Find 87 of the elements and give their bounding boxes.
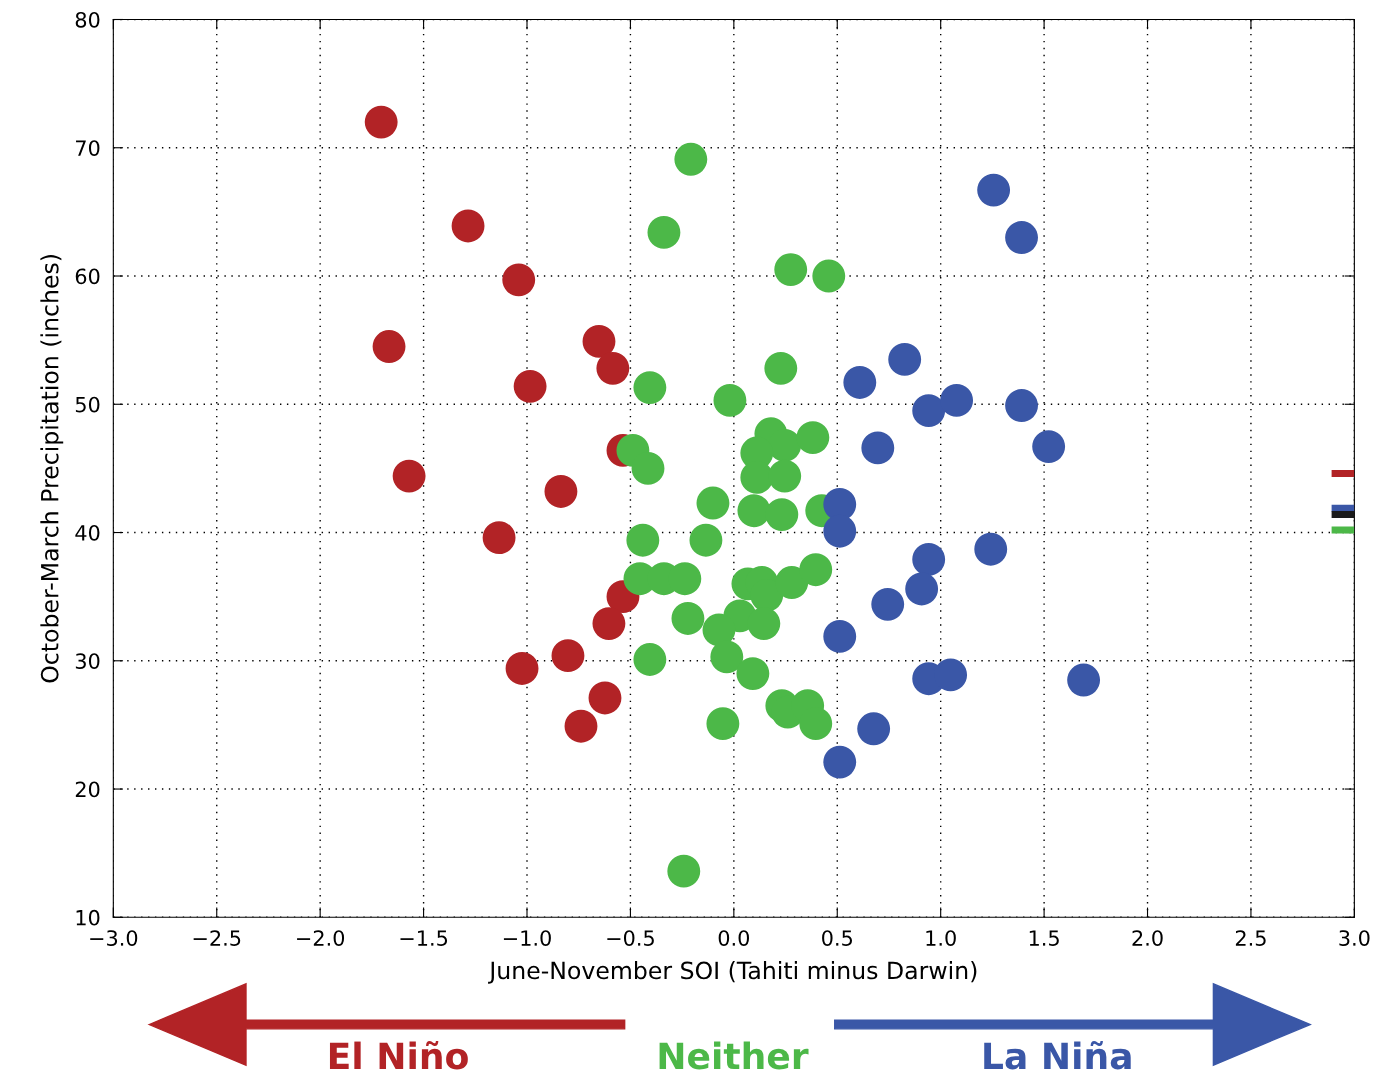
point — [1032, 430, 1066, 464]
point — [934, 658, 968, 692]
point — [696, 486, 730, 520]
point — [799, 707, 833, 741]
x-tick-label: 1.5 — [1029, 930, 1059, 946]
point — [364, 105, 398, 139]
point — [823, 745, 857, 779]
x-tick-label: −3.0 — [90, 930, 138, 946]
point — [689, 523, 723, 557]
point — [702, 613, 736, 647]
point — [823, 487, 857, 521]
point — [671, 602, 705, 635]
point — [888, 342, 922, 376]
text: La Niña — [984, 1040, 1131, 1070]
point — [823, 514, 857, 548]
point — [871, 587, 905, 621]
point — [775, 566, 809, 599]
x-tick-label: −2.5 — [193, 930, 241, 946]
point — [774, 253, 808, 287]
point — [912, 543, 946, 576]
point — [737, 494, 771, 528]
point — [710, 640, 744, 674]
y-tick-label: 60 — [75, 268, 100, 285]
y-tick-label: 50 — [75, 396, 100, 413]
point — [1067, 663, 1101, 697]
x-tick-label: −1.5 — [400, 930, 448, 946]
point — [905, 572, 939, 606]
point — [977, 173, 1011, 207]
point — [392, 459, 426, 493]
point — [940, 383, 974, 417]
text: El Niño — [329, 1040, 468, 1070]
x-tick-label: −0.5 — [607, 930, 654, 946]
point — [647, 215, 681, 249]
x-tick-label: 3.0 — [1339, 930, 1370, 946]
point — [713, 383, 747, 417]
point — [857, 712, 891, 746]
point — [564, 709, 598, 743]
point — [631, 451, 665, 485]
point — [764, 351, 798, 385]
point — [551, 639, 585, 673]
point — [592, 607, 626, 641]
point — [544, 475, 578, 508]
point — [747, 607, 781, 641]
point — [1005, 389, 1038, 422]
y-tick-label: 80 — [75, 11, 100, 28]
point — [451, 209, 485, 243]
x-tick-label: 2.5 — [1235, 930, 1266, 946]
x-tick-label: 0.5 — [822, 930, 853, 946]
point — [1005, 221, 1038, 254]
point — [633, 643, 667, 676]
y-axis-title: October-March Precipitation (inches) — [40, 255, 64, 683]
x-tick-label: −1.0 — [503, 930, 551, 946]
point — [582, 324, 616, 358]
point — [626, 523, 660, 557]
point — [482, 521, 516, 555]
point — [505, 652, 539, 685]
text: Neither — [659, 1041, 809, 1070]
x-axis-title: June-November SOI (Tahiti minus Darwin) — [488, 961, 977, 984]
point — [372, 330, 406, 363]
point — [667, 854, 701, 888]
point — [502, 263, 536, 297]
point — [674, 142, 708, 176]
y-tick-label: 30 — [75, 653, 100, 669]
y-tick-label: 40 — [75, 524, 100, 541]
point — [912, 394, 946, 428]
point — [765, 498, 799, 531]
point — [596, 351, 630, 385]
point — [633, 371, 667, 405]
x-tick-label: −2.0 — [297, 930, 345, 946]
point — [799, 553, 833, 587]
point — [843, 366, 877, 399]
y-tick-label: 10 — [76, 909, 100, 926]
y-tick-label: 20 — [75, 781, 100, 798]
x-tick-label: 0.0 — [718, 930, 750, 946]
point — [861, 431, 895, 465]
x-tick-label: 1.0 — [926, 930, 956, 946]
x-tick-label: 2.0 — [1132, 930, 1163, 946]
point — [513, 369, 547, 403]
point — [706, 707, 740, 741]
y-tick-label: 70 — [76, 140, 100, 156]
point — [812, 259, 846, 293]
point — [768, 459, 802, 493]
point — [974, 532, 1008, 566]
point — [796, 421, 830, 455]
point — [588, 681, 622, 715]
point — [736, 657, 770, 691]
point — [823, 619, 857, 653]
